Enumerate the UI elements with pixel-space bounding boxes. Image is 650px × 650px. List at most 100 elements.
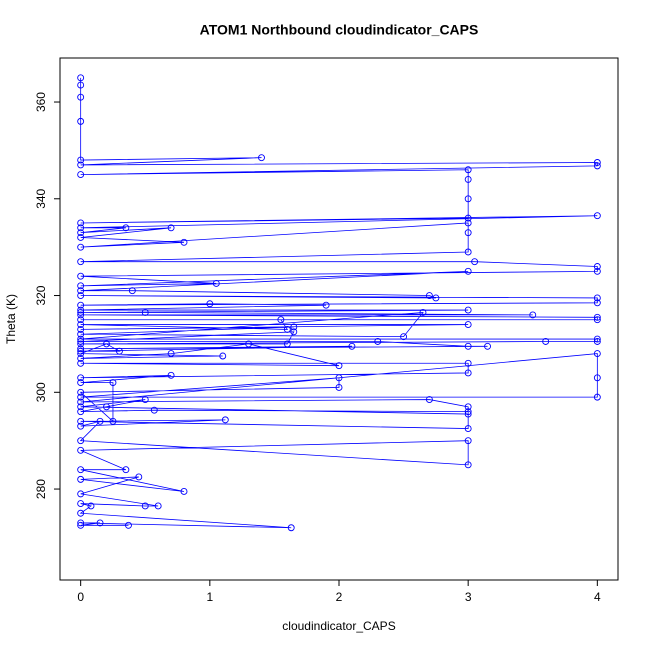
data-point xyxy=(77,393,85,401)
data-point xyxy=(77,422,85,430)
data-point xyxy=(212,279,220,287)
data-point xyxy=(593,316,601,324)
data-point xyxy=(77,417,85,425)
data-point xyxy=(167,371,175,379)
data-point xyxy=(77,301,85,309)
data-point xyxy=(593,212,601,220)
data-point xyxy=(593,294,601,302)
data-point xyxy=(154,502,162,510)
data-point xyxy=(141,309,149,316)
data-point xyxy=(593,313,601,321)
data-point xyxy=(103,403,110,411)
data-point xyxy=(87,502,95,510)
data-point xyxy=(464,175,472,183)
data-point xyxy=(109,417,117,425)
data-point xyxy=(77,330,85,338)
data-point xyxy=(77,309,85,316)
data-point xyxy=(374,338,382,345)
data-point xyxy=(77,350,85,358)
data-point xyxy=(103,340,110,348)
x-tick-label: 3 xyxy=(465,590,472,604)
data-point xyxy=(77,475,85,483)
data-point xyxy=(464,342,472,350)
data-point xyxy=(77,81,85,89)
data-point xyxy=(335,362,343,370)
data-point xyxy=(77,500,85,508)
data-point xyxy=(122,466,130,474)
data-point xyxy=(77,219,85,227)
data-point xyxy=(419,309,427,316)
data-point xyxy=(335,384,343,391)
data-point xyxy=(77,258,85,266)
data-point xyxy=(529,311,537,319)
data-point xyxy=(77,521,85,529)
data-point xyxy=(96,519,104,527)
data-point xyxy=(425,396,433,403)
data-point xyxy=(593,335,601,343)
data-point xyxy=(464,403,472,411)
data-point xyxy=(77,234,85,241)
data-point xyxy=(167,350,175,358)
x-tick-label: 4 xyxy=(594,590,601,604)
data-point xyxy=(77,403,85,411)
data-point xyxy=(593,374,601,382)
data-point xyxy=(593,350,601,358)
data-point xyxy=(180,488,188,495)
data-point xyxy=(283,325,291,333)
data-point xyxy=(287,524,295,532)
data-point xyxy=(77,325,85,333)
data-point xyxy=(593,299,601,307)
data-point xyxy=(77,519,85,527)
y-tick-label: 300 xyxy=(34,382,48,402)
data-point xyxy=(128,287,136,295)
data-point xyxy=(425,292,433,299)
data-point xyxy=(135,473,143,481)
y-tick-label: 280 xyxy=(34,479,48,499)
chart-title: ATOM1 Northbound cloudindicator_CAPS xyxy=(200,22,479,38)
data-point xyxy=(221,416,229,424)
data-point xyxy=(464,410,472,418)
data-point xyxy=(77,74,85,82)
x-axis-label: cloudindicator_CAPS xyxy=(282,619,395,633)
data-point xyxy=(77,446,85,454)
data-point xyxy=(322,301,330,309)
data-point xyxy=(150,406,158,414)
data-point xyxy=(77,243,85,251)
data-point xyxy=(593,263,601,270)
data-point xyxy=(77,282,85,290)
data-point xyxy=(348,342,356,350)
data-point xyxy=(593,162,601,170)
data-point xyxy=(77,509,85,517)
data-point xyxy=(109,379,117,387)
data-point xyxy=(464,369,472,377)
x-tick-label: 1 xyxy=(206,590,213,604)
data-point xyxy=(464,461,472,469)
y-tick-label: 360 xyxy=(34,92,48,112)
data-point xyxy=(77,335,85,343)
data-point xyxy=(258,154,265,162)
data-point xyxy=(77,292,85,299)
data-point xyxy=(464,166,472,174)
data-point xyxy=(141,502,149,510)
data-point xyxy=(77,316,85,324)
data-point xyxy=(484,342,491,350)
data-point xyxy=(167,224,175,232)
data-point xyxy=(206,300,214,308)
data-point xyxy=(77,347,85,355)
data-point xyxy=(593,338,601,345)
data-point xyxy=(77,388,85,396)
data-point xyxy=(77,437,85,445)
data-point xyxy=(77,466,85,474)
data-point xyxy=(283,340,291,348)
data-point xyxy=(245,340,253,348)
data-point xyxy=(77,161,85,169)
data-point xyxy=(77,408,85,416)
data-point xyxy=(335,374,343,382)
data-point xyxy=(77,359,85,367)
data-point xyxy=(464,214,472,222)
data-point xyxy=(290,328,298,336)
data-point xyxy=(464,437,472,445)
data-point xyxy=(122,224,130,232)
data-point xyxy=(141,396,149,403)
